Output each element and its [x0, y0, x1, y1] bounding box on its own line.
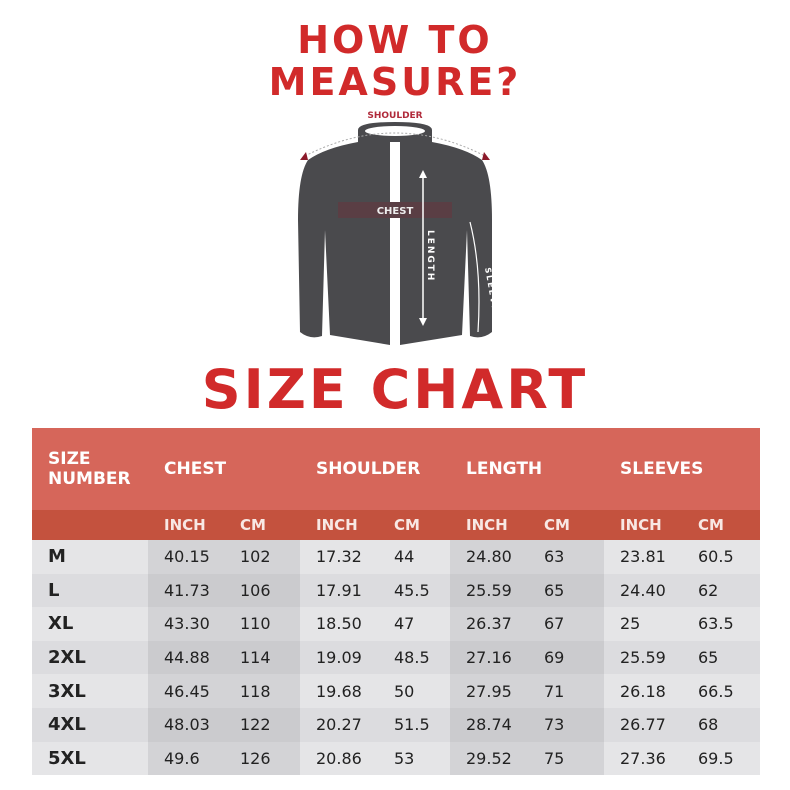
value-cell: 17.32	[300, 540, 378, 574]
value-cell: 17.91	[300, 573, 378, 608]
unit-row: INCH CM INCH CM INCH CM INCH CM	[32, 510, 761, 540]
title-line-1: HOW TO	[297, 18, 493, 62]
value-cell: 28.74	[450, 707, 528, 742]
value-cell: 102	[224, 540, 300, 574]
value-cell: 62	[682, 573, 761, 608]
value-cell: 67	[528, 607, 604, 641]
header-length: LENGTH	[450, 428, 604, 510]
value-cell: 27.95	[450, 674, 528, 708]
table-row: 4XL 48.03 122 20.27 51.5 28.74 73 26.77 68	[32, 707, 761, 742]
unit-inch: INCH	[300, 510, 378, 540]
value-cell: 26.77	[604, 707, 682, 742]
value-cell: 23.81	[604, 540, 682, 574]
value-cell: 66.5	[682, 674, 761, 708]
size-chart-title: SIZE CHART	[201, 358, 589, 421]
table-row: 3XL 46.45 118 19.68 50 27.95 71 26.18 66.5	[32, 674, 761, 708]
header-shoulder: SHOULDER	[300, 428, 450, 510]
value-cell: 48.5	[378, 640, 450, 675]
value-cell: 69	[528, 640, 604, 675]
value-cell: 65	[682, 640, 761, 675]
value-cell: 69.5	[682, 741, 761, 776]
value-cell: 118	[224, 674, 300, 708]
value-cell: 68	[682, 707, 761, 742]
value-cell: 50	[378, 674, 450, 708]
unit-inch: INCH	[148, 510, 224, 540]
unit-cm: CM	[224, 510, 300, 540]
value-cell: 45.5	[378, 573, 450, 608]
value-cell: 19.09	[300, 640, 378, 675]
unit-cm: CM	[682, 510, 761, 540]
size-cell: XL	[32, 607, 148, 641]
header-row: SIZE NUMBER CHEST SHOULDER LENGTH SLEEVES	[32, 428, 761, 510]
value-cell: 110	[224, 607, 300, 641]
value-cell: 71	[528, 674, 604, 708]
value-cell: 24.80	[450, 540, 528, 574]
value-cell: 19.68	[300, 674, 378, 708]
size-cell: 3XL	[32, 674, 148, 708]
size-cell: M	[32, 540, 148, 574]
value-cell: 60.5	[682, 540, 761, 574]
table-row: 2XL 44.88 114 19.09 48.5 27.16 69 25.59 65	[32, 640, 761, 675]
value-cell: 27.36	[604, 741, 682, 776]
header-sleeves: SLEEVES	[604, 428, 761, 510]
title-line-2: MEASURE?	[268, 60, 522, 104]
value-cell: 29.52	[450, 741, 528, 776]
jacket-diagram: SHOULDER CHEST LENGTH SLEEVES	[298, 111, 501, 345]
table-row: M 40.15 102 17.32 44 24.80 63 23.81 60.5	[32, 540, 761, 574]
value-cell: 106	[224, 573, 300, 608]
length-label: LENGTH	[425, 230, 435, 282]
value-cell: 25	[604, 607, 682, 641]
value-cell: 65	[528, 573, 604, 608]
value-cell: 20.86	[300, 741, 378, 776]
value-cell: 44	[378, 540, 450, 574]
table-row: L 41.73 106 17.91 45.5 25.59 65 24.40 62	[32, 573, 761, 608]
value-cell: 63.5	[682, 607, 761, 641]
value-cell: 126	[224, 741, 300, 776]
value-cell: 48.03	[148, 707, 224, 742]
size-table: SIZE NUMBER CHEST SHOULDER LENGTH SLEEVES…	[32, 428, 761, 776]
unit-cm: CM	[378, 510, 450, 540]
value-cell: 25.59	[604, 640, 682, 675]
unit-inch: INCH	[604, 510, 682, 540]
value-cell: 43.30	[148, 607, 224, 641]
table-row: 5XL 49.6 126 20.86 53 29.52 75 27.36 69.5	[32, 741, 761, 776]
value-cell: 46.45	[148, 674, 224, 708]
value-cell: 26.37	[450, 607, 528, 641]
value-cell: 26.18	[604, 674, 682, 708]
value-cell: 51.5	[378, 707, 450, 742]
chest-label: CHEST	[377, 206, 414, 217]
shoulder-label: SHOULDER	[367, 111, 422, 121]
value-cell: 41.73	[148, 573, 224, 608]
value-cell: 25.59	[450, 573, 528, 608]
value-cell: 122	[224, 707, 300, 742]
value-cell: 53	[378, 741, 450, 776]
value-cell: 40.15	[148, 540, 224, 574]
value-cell: 73	[528, 707, 604, 742]
value-cell: 63	[528, 540, 604, 574]
value-cell: 27.16	[450, 640, 528, 675]
value-cell: 44.88	[148, 640, 224, 675]
value-cell: 24.40	[604, 573, 682, 608]
value-cell: 49.6	[148, 741, 224, 776]
unit-inch: INCH	[450, 510, 528, 540]
header-chest: CHEST	[148, 428, 300, 510]
value-cell: 20.27	[300, 707, 378, 742]
value-cell: 75	[528, 741, 604, 776]
value-cell: 18.50	[300, 607, 378, 641]
size-cell: L	[32, 573, 148, 608]
size-cell: 4XL	[32, 707, 148, 742]
value-cell: 47	[378, 607, 450, 641]
size-cell: 2XL	[32, 640, 148, 675]
jacket-shape	[298, 122, 492, 345]
size-header: SIZE NUMBER	[32, 428, 148, 510]
size-cell: 5XL	[32, 741, 148, 776]
table-row: XL 43.30 110 18.50 47 26.37 67 25 63.5	[32, 607, 761, 641]
value-cell: 114	[224, 640, 300, 675]
unit-cm: CM	[528, 510, 604, 540]
